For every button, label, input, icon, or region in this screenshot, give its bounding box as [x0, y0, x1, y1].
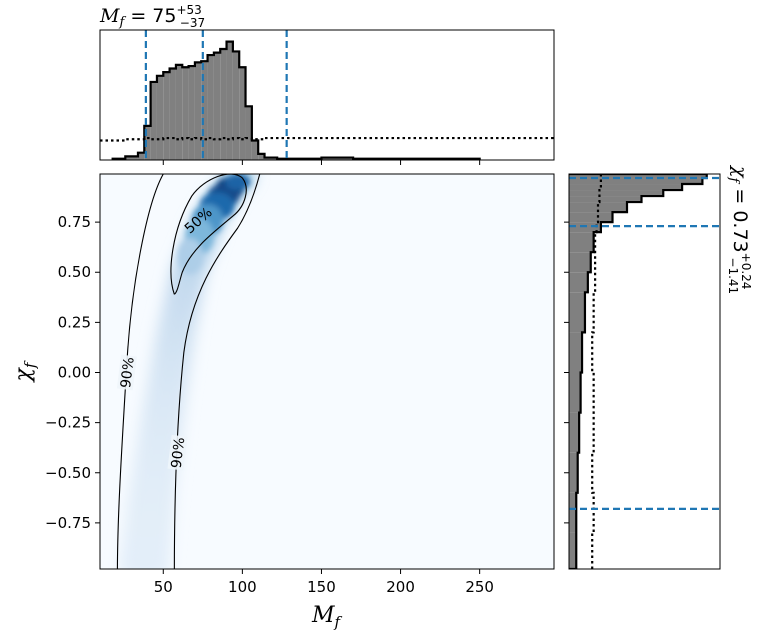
- y-axis-ticks: 0.75 0.50 0.25 0.00 −0.25 −0.50 −0.75: [45, 213, 100, 532]
- spin-title-symbol: χ: [729, 164, 751, 179]
- contour-labels: 50%90%90%: [116, 205, 216, 471]
- spin-title-minus: −1.41: [726, 257, 740, 294]
- mass-hist-bar: [169, 68, 176, 160]
- mass-hist-bar: [207, 55, 214, 160]
- spin-histogram: [569, 174, 708, 569]
- top-panel-frame: [99, 29, 555, 161]
- right-marginal-panel: χf = 0.73+0.24−1.41: [564, 164, 753, 570]
- spin-quantile-lines: [569, 176, 720, 510]
- spin-prior-curve: [591, 174, 602, 569]
- contour-label: 90%: [118, 356, 138, 389]
- spin-hist-bar: [569, 174, 707, 179]
- spin-hist-bar: [569, 412, 580, 453]
- spin-title: χf = 0.73+0.24−1.41: [726, 164, 753, 294]
- contour-label-gap: [167, 434, 188, 471]
- mass-hist-bar: [226, 41, 233, 160]
- mass-hist-bar: [251, 140, 259, 160]
- contour-label-gap: [116, 354, 137, 391]
- mass-title: Mf = 75+53 −37: [99, 3, 205, 30]
- spin-hist-bar: [569, 492, 577, 533]
- spin-hist-bar: [569, 372, 581, 413]
- spin-hist-bar: [569, 202, 627, 213]
- y-axis-label-subscript: f: [21, 360, 39, 369]
- density-heatmap: [118, 174, 256, 569]
- mass-histogram: [111, 40, 481, 160]
- spin-hist-bar: [569, 232, 594, 253]
- x-tick-label: 250: [465, 578, 494, 596]
- mass-hist-bar: [245, 106, 252, 160]
- mass-title-equals: =: [124, 5, 152, 27]
- x-axis-label: Mf: [311, 603, 343, 631]
- mass-hist-bar: [232, 51, 240, 160]
- mass-hist-bar: [144, 125, 151, 160]
- spin-hist-bar: [569, 190, 664, 197]
- mass-hist-bar: [239, 67, 246, 160]
- y-tick-label: −0.25: [45, 414, 91, 432]
- right-panel-frame: [568, 173, 721, 570]
- y-tick-label: 0.25: [58, 313, 91, 331]
- density-core-cell: [177, 238, 203, 275]
- spin-hist-bar: [569, 272, 588, 293]
- y-tick-label: 0.50: [58, 263, 91, 281]
- mass-hist-bar: [220, 48, 227, 160]
- mass-hist-bar: [137, 152, 145, 160]
- spin-title-subscript: f: [726, 177, 741, 185]
- joint-panel: 50%90%90% 50 100 150 200 250 0.750.500.250.0…: [11, 173, 555, 631]
- mass-title-minus: −37: [180, 16, 205, 30]
- mass-title-symbol: M: [99, 5, 120, 27]
- top-marginal-panel: Mf = 75+53 −37: [99, 3, 555, 165]
- y-tick-label: −0.50: [45, 464, 91, 482]
- spin-hist-bar: [569, 212, 613, 223]
- mass-hist-bar: [188, 66, 195, 160]
- x-tick-label: 100: [228, 578, 257, 596]
- spin-hist-outline: [569, 174, 708, 569]
- contour-label: 90%: [169, 436, 189, 469]
- y-axis-label-symbol: χ: [11, 366, 36, 383]
- spin-hist-bar: [569, 184, 683, 191]
- mass-hist-outline: [111, 40, 481, 160]
- mass-hist-bar: [125, 156, 138, 160]
- mass-hist-bar: [150, 81, 157, 160]
- mass-hist-bar: [264, 157, 278, 160]
- x-tick-label: 200: [386, 578, 415, 596]
- mass-hist-bar: [194, 62, 202, 160]
- spin-hist-bar: [569, 178, 703, 185]
- mass-hist-bar: [156, 75, 164, 160]
- x-axis-ticks: 50 100 150 200 250: [154, 569, 494, 596]
- mass-hist-bar: [321, 157, 354, 160]
- spin-title-equals: =: [729, 182, 751, 210]
- mass-hist-bar: [182, 67, 189, 160]
- spin-hist-bar: [569, 252, 591, 273]
- mass-hist-bar: [213, 52, 221, 160]
- spin-title-plus: +0.24: [739, 253, 753, 290]
- x-axis-label-subscript: f: [333, 613, 342, 631]
- mass-title-subscript: f: [118, 15, 126, 30]
- spin-hist-bar: [569, 292, 585, 333]
- right-panel-ticks: [564, 221, 569, 524]
- x-tick-label: 50: [154, 578, 173, 596]
- mass-title-plus: +53: [176, 3, 201, 17]
- x-axis-label-symbol: M: [311, 603, 335, 628]
- spin-title-value: 0.73: [729, 210, 751, 252]
- contour-50: [170, 174, 247, 295]
- spin-hist-bar: [569, 332, 583, 373]
- mass-hist-bar: [258, 153, 265, 160]
- joint-panel-frame: [99, 173, 555, 570]
- x-tick-label: 150: [307, 578, 336, 596]
- y-tick-label: 0.75: [58, 213, 91, 231]
- spin-hist-bar: [569, 532, 577, 569]
- y-tick-label: −0.75: [45, 514, 91, 532]
- density-core-cell: [224, 174, 251, 191]
- spin-prior-line: [591, 174, 602, 569]
- spin-hist-bar: [569, 196, 642, 203]
- mass-hist-bar: [163, 72, 170, 160]
- spin-hist-bar: [569, 452, 578, 493]
- mass-title-value: 75: [152, 5, 176, 27]
- y-tick-label: 0.00: [58, 364, 91, 382]
- top-panel-ticks: [162, 160, 481, 165]
- y-axis-label: χf: [11, 360, 39, 383]
- mass-hist-bar: [175, 64, 183, 160]
- mass-hist-bar: [201, 61, 208, 160]
